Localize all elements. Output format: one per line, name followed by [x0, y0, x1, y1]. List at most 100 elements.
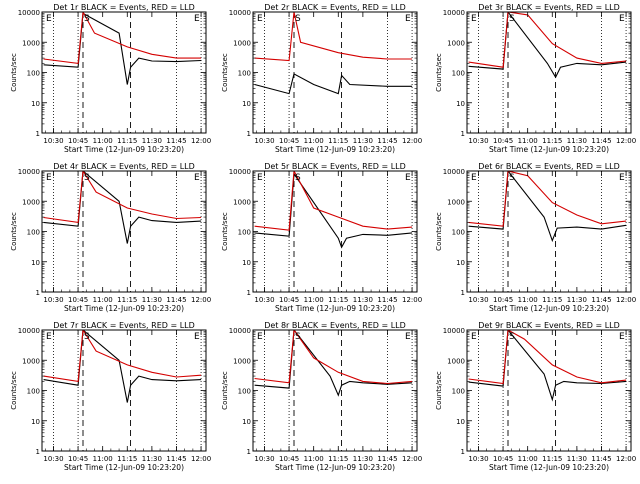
x-tick-label: 10:30	[468, 296, 488, 304]
lld-series-line	[254, 330, 413, 385]
y-tick-label: 10000	[229, 168, 251, 176]
x-tick-label: 10:45	[493, 455, 513, 463]
y-axis-label: Counts/sec	[10, 212, 18, 251]
interval-marker-label: E	[257, 14, 263, 24]
x-tick-label: 11:30	[567, 137, 587, 145]
interval-marker-label: E	[619, 173, 625, 183]
x-tick-label: 11:30	[353, 137, 373, 145]
chart-title: Det 2r BLACK = Events, RED = LLD	[264, 3, 406, 12]
y-tick-label: 100	[238, 229, 251, 237]
y-tick-label: 10000	[443, 168, 465, 176]
y-tick-label: 1	[461, 448, 465, 456]
interval-marker-label: E	[46, 14, 52, 24]
chart-title: Det 8r BLACK = Events, RED = LLD	[264, 321, 406, 330]
y-tick-label: 1	[247, 448, 251, 456]
interval-marker-label: E	[471, 173, 477, 183]
interval-marker-label: S	[295, 173, 301, 183]
y-tick-label: 1	[247, 289, 251, 297]
x-tick-label: 10:45	[493, 137, 513, 145]
lld-series-line	[254, 171, 413, 231]
x-tick-label: 11:00	[518, 296, 538, 304]
y-tick-label: 10000	[18, 327, 40, 335]
plot-frame	[466, 11, 632, 134]
x-tick-label: 11:30	[353, 455, 373, 463]
x-tick-label: 11:15	[542, 296, 562, 304]
x-tick-label: 11:45	[377, 137, 397, 145]
y-axis-label: Counts/sec	[221, 371, 229, 410]
lld-series-line	[254, 12, 413, 62]
y-tick-label: 10	[242, 418, 251, 426]
y-tick-label: 1000	[22, 357, 40, 365]
events-series-line	[254, 172, 413, 249]
x-tick-label: 10:45	[68, 137, 88, 145]
x-tick-label: 10:30	[43, 455, 63, 463]
x-tick-label: 11:00	[518, 455, 538, 463]
lld-series-line	[468, 171, 627, 227]
lld-series-line	[43, 171, 202, 224]
interval-marker-label: S	[509, 14, 515, 24]
y-tick-label: 10	[242, 100, 251, 108]
interval-marker-label: S	[84, 332, 90, 342]
y-axis-label: Counts/sec	[435, 371, 443, 410]
x-axis-label: Start Time (12-Jun-09 10:23:20)	[64, 145, 184, 154]
y-tick-label: 1000	[447, 39, 465, 47]
x-tick-label: 11:15	[328, 296, 348, 304]
y-tick-label: 10000	[229, 327, 251, 335]
events-series-line	[254, 73, 413, 95]
chart-title: Det 5r BLACK = Events, RED = LLD	[264, 162, 406, 171]
x-tick-label: 11:00	[304, 296, 324, 304]
interval-marker-label: E	[194, 173, 200, 183]
y-axis-label: Counts/sec	[10, 371, 18, 410]
x-axis-label: Start Time (12-Jun-09 10:23:20)	[275, 304, 395, 313]
interval-marker-label: E	[194, 14, 200, 24]
x-tick-label: 11:00	[93, 455, 113, 463]
y-tick-label: 10000	[443, 327, 465, 335]
lld-series-line	[43, 330, 202, 383]
y-tick-label: 1000	[233, 357, 251, 365]
y-axis-label: Counts/sec	[435, 53, 443, 92]
interval-marker-label: S	[509, 173, 515, 183]
y-tick-label: 1000	[233, 198, 251, 206]
interval-marker-label: E	[405, 14, 411, 24]
events-series-line	[468, 171, 627, 243]
plot-frame	[252, 170, 418, 293]
plot-frame	[41, 170, 207, 293]
interval-marker-label: E	[619, 14, 625, 24]
x-tick-label: 11:45	[591, 137, 611, 145]
x-axis-label: Start Time (12-Jun-09 10:23:20)	[275, 463, 395, 472]
y-tick-label: 10000	[229, 9, 251, 17]
x-tick-label: 11:00	[93, 296, 113, 304]
x-tick-label: 11:30	[567, 455, 587, 463]
x-tick-label: 11:45	[166, 455, 186, 463]
y-axis-label: Counts/sec	[221, 53, 229, 92]
events-series-line	[43, 330, 202, 403]
x-tick-label: 10:45	[279, 296, 299, 304]
y-tick-label: 1000	[22, 39, 40, 47]
y-tick-label: 1000	[22, 198, 40, 206]
x-axis-label: Start Time (12-Jun-09 10:23:20)	[489, 145, 609, 154]
interval-marker-label: E	[405, 332, 411, 342]
x-tick-label: 10:30	[468, 137, 488, 145]
interval-marker-label: E	[257, 173, 263, 183]
events-series-line	[43, 12, 202, 85]
x-tick-label: 11:45	[591, 296, 611, 304]
interval-marker-label: S	[295, 14, 301, 24]
x-tick-label: 11:00	[304, 455, 324, 463]
interval-marker-label: E	[405, 173, 411, 183]
x-tick-label: 12:00	[402, 137, 422, 145]
y-tick-label: 1000	[447, 198, 465, 206]
y-axis-label: Counts/sec	[221, 212, 229, 251]
x-axis-label: Start Time (12-Jun-09 10:23:20)	[64, 463, 184, 472]
plot-frame	[252, 11, 418, 134]
interval-marker-label: E	[471, 332, 477, 342]
x-tick-label: 12:00	[402, 296, 422, 304]
y-tick-label: 1	[247, 130, 251, 138]
interval-marker-label: E	[46, 173, 52, 183]
x-tick-label: 11:30	[142, 296, 162, 304]
x-axis-label: Start Time (12-Jun-09 10:23:20)	[489, 304, 609, 313]
